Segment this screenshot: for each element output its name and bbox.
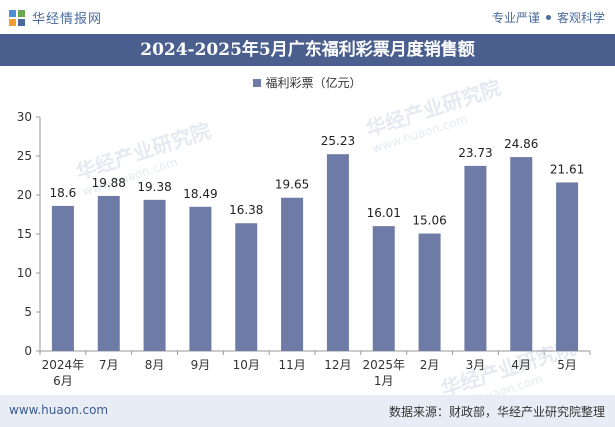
- y-tick-label: 20: [17, 188, 32, 202]
- top-bar: 华经情报网 专业严谨 客观科学: [0, 0, 615, 34]
- bar: [510, 157, 533, 351]
- separator-dot-icon: [545, 15, 551, 20]
- data-label: 23.73: [458, 146, 492, 160]
- data-label: 25.23: [321, 134, 355, 148]
- x-tick-label: 2024年: [42, 358, 85, 372]
- bar: [281, 197, 304, 351]
- brand-logo[interactable]: 华经情报网: [8, 8, 102, 27]
- legend-label: 福利彩票（亿元）: [265, 76, 362, 90]
- bar: [556, 182, 579, 351]
- data-label: 15.06: [412, 214, 446, 228]
- bar: [372, 226, 395, 351]
- x-tick-label: 5月: [557, 358, 577, 372]
- website-link[interactable]: www.huaon.com: [9, 403, 109, 417]
- data-label: 19.88: [92, 176, 126, 190]
- x-tick-label: 1月: [374, 374, 394, 388]
- data-label: 24.86: [504, 137, 538, 151]
- bar: [326, 154, 349, 351]
- data-label: 19.38: [137, 180, 171, 194]
- chart-legend: 福利彩票（亿元）: [0, 74, 615, 91]
- x-tick-label: 10月: [233, 358, 260, 372]
- x-tick-label: 2月: [420, 358, 440, 372]
- brand-logo-icon: [9, 9, 25, 26]
- data-label: 16.01: [367, 206, 401, 220]
- bar: [51, 205, 74, 351]
- y-tick-label: 25: [17, 149, 32, 163]
- bar-chart: 0 5 10 15 20 25 30 18.6 2024年 6月 19.88 7月 19.38 8月 18.…: [17, 110, 591, 388]
- bar: [235, 223, 258, 351]
- y-tick-label: 15: [17, 227, 32, 241]
- x-tick-label: 8月: [145, 358, 165, 372]
- data-source: 数据来源：财政部，华经产业研究院整理: [388, 405, 605, 419]
- y-tick-label: 10: [17, 266, 32, 280]
- x-tick-label: 4月: [511, 358, 531, 372]
- y-tick-label: 0: [24, 344, 32, 358]
- bar: [189, 206, 212, 351]
- data-label: 21.61: [550, 162, 584, 176]
- data-label: 16.38: [229, 203, 263, 217]
- chart-title: 2024-2025年5月广东福利彩票月度销售额: [140, 40, 475, 60]
- slogan-tag-1: 专业严谨: [491, 11, 540, 25]
- bar: [464, 165, 487, 351]
- title-bar: 2024-2025年5月广东福利彩票月度销售额: [0, 34, 615, 66]
- slogan: 专业严谨 客观科学: [492, 9, 605, 26]
- x-tick-label: 6月: [53, 374, 73, 388]
- y-tick-label: 30: [17, 110, 32, 124]
- brand-name: 华经情报网: [32, 12, 103, 27]
- y-tick-label: 5: [24, 305, 32, 319]
- x-tick-label: 2025年: [362, 358, 405, 372]
- x-tick-label: 3月: [466, 358, 486, 372]
- data-label: 18.49: [183, 187, 217, 201]
- data-label: 19.65: [275, 178, 309, 192]
- bar: [97, 195, 120, 351]
- footer: www.huaon.com 数据来源：财政部，华经产业研究院整理: [0, 395, 615, 427]
- x-tick-label: 9月: [191, 358, 211, 372]
- slogan-tag-2: 客观科学: [556, 11, 605, 25]
- x-tick-label: 11月: [278, 358, 305, 372]
- bar: [143, 199, 166, 351]
- bar: [418, 233, 441, 351]
- data-label: 18.6: [50, 186, 77, 200]
- legend-swatch: [253, 78, 262, 87]
- x-tick-label: 12月: [324, 358, 351, 372]
- x-tick-label: 7月: [99, 358, 119, 372]
